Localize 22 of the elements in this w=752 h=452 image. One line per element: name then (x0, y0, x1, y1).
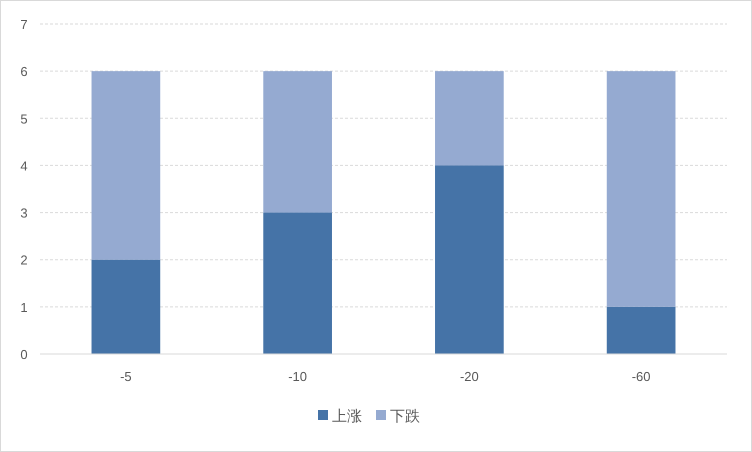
bar (92, 71, 160, 260)
bar (606, 71, 676, 307)
legend-label: 上涨 (332, 408, 362, 425)
legend-label: 下跌 (390, 408, 420, 425)
x-tick-label: -10 (288, 369, 308, 384)
bar (435, 71, 504, 166)
y-tick-label: 6 (20, 64, 28, 80)
bar (263, 212, 332, 354)
y-tick-label: 2 (20, 252, 28, 268)
x-tick-label: -5 (120, 369, 132, 384)
y-tick-label: 0 (20, 347, 28, 362)
x-tick-label: -20 (460, 369, 479, 384)
y-tick-label: 7 (20, 17, 28, 32)
y-tick-label: 1 (20, 300, 28, 315)
bar (606, 306, 676, 354)
y-tick-label: 5 (20, 111, 28, 126)
bar (435, 165, 504, 354)
bar (92, 260, 160, 354)
x-tick-label: -60 (632, 369, 651, 384)
bar (263, 71, 332, 213)
y-tick-label: 4 (20, 158, 28, 174)
y-tick-label: 3 (20, 206, 28, 221)
